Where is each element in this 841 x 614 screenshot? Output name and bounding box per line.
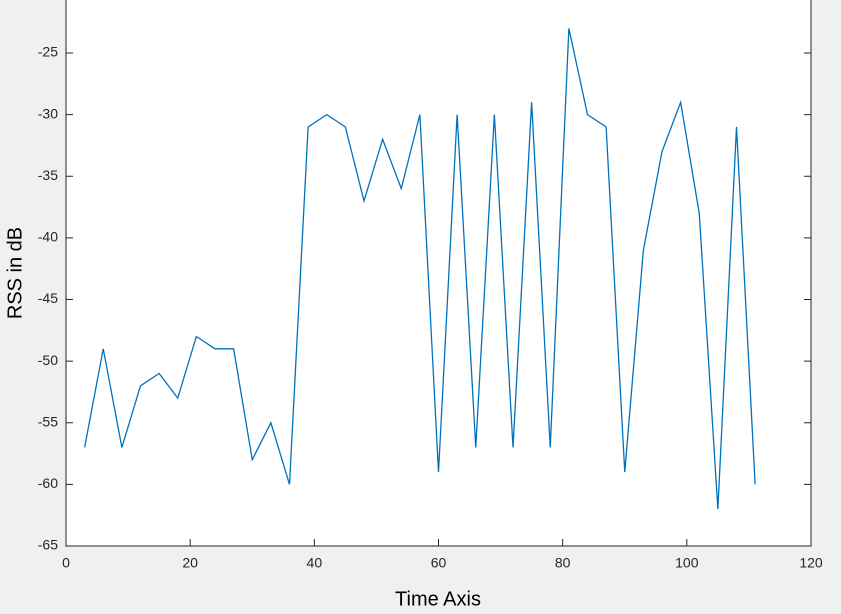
- y-axis-label: RSS in dB: [4, 227, 26, 319]
- y-tick-label: -55: [38, 413, 58, 429]
- y-tick-label: -45: [38, 290, 58, 306]
- x-tick-label: 40: [307, 555, 323, 571]
- y-tick-label: -40: [38, 229, 58, 245]
- x-tick-label: 20: [182, 555, 198, 571]
- x-tick-label: 60: [431, 555, 447, 571]
- y-tick-label: -50: [38, 352, 58, 368]
- y-tick-label: -30: [38, 105, 58, 121]
- data-line: [83, 28, 756, 510]
- plot-area: [65, 0, 812, 547]
- x-axis-label: Time Axis: [395, 588, 481, 610]
- y-tick-label: -65: [38, 537, 58, 553]
- x-tick-label: 120: [799, 555, 823, 571]
- y-tick-label: -25: [38, 44, 58, 60]
- y-tick-label: -60: [38, 475, 58, 491]
- y-tick-label: -35: [38, 167, 58, 183]
- x-tick-label: 100: [675, 555, 699, 571]
- x-tick-label: 80: [555, 555, 571, 571]
- x-tick-label: 0: [62, 555, 70, 571]
